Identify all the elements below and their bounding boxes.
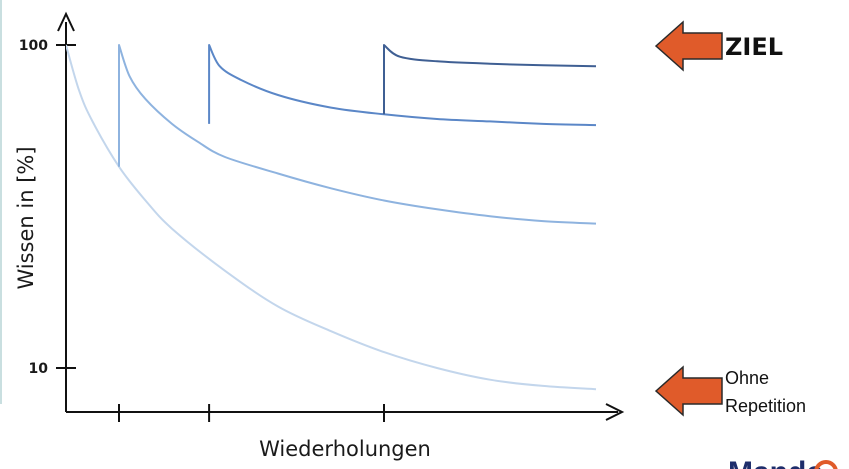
series-layer (66, 44, 597, 391)
goal-label: ZIEL (725, 33, 783, 61)
y-axis-title: Wissen in [%] (14, 146, 38, 289)
left-border-rule (0, 0, 2, 404)
x-ticks (118, 404, 385, 422)
x-axis-title: Wiederholungen (259, 437, 431, 461)
x-axis-arrowhead (605, 403, 625, 421)
series-line-2 (118, 44, 597, 225)
y-axis-arrowhead (57, 11, 75, 32)
goal-annotation: ZIEL (654, 20, 783, 72)
goal-arrow (654, 20, 723, 72)
y-tick-label: 100 (19, 38, 48, 54)
brand-logo-text: Mande (728, 456, 823, 469)
no-repetition-annotation: Ohne Repetition (654, 365, 806, 417)
series-line-1 (66, 44, 597, 391)
series-line-4 (383, 44, 597, 115)
no-repetition-arrow (654, 365, 723, 417)
axes (57, 11, 625, 421)
y-ticks: 100 10 (19, 38, 76, 377)
no-repetition-label-line2: Repetition (725, 396, 806, 416)
y-tick-label: 10 (29, 361, 49, 377)
no-repetition-label-line1: Ohne (725, 368, 769, 388)
brand-logo: Mande (728, 456, 838, 469)
brand-logo-mark (814, 460, 838, 469)
series-line-3 (208, 44, 597, 127)
